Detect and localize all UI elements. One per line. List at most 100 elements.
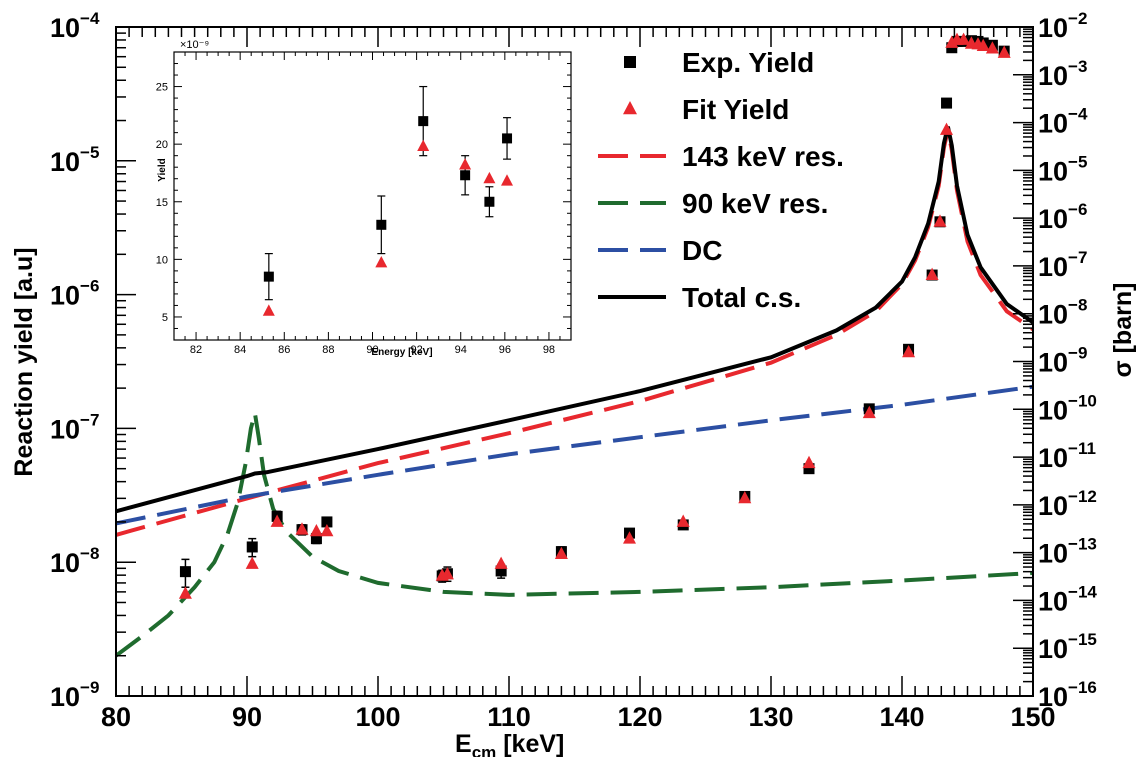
inset-x-tick-label: 84: [234, 344, 246, 356]
y2-tick-label-exp: −14: [1068, 582, 1097, 601]
y2-tick-label: 10−16: [1038, 678, 1097, 712]
series-line-dc: [115, 384, 1034, 526]
y2-tick-label-base: 10: [1038, 443, 1068, 473]
y2-tick-label: 10−11: [1038, 439, 1096, 473]
data-point-exp-yield: [941, 97, 953, 109]
y-tick-label: 10−4: [50, 9, 100, 43]
inset-x-tick-label: 86: [278, 344, 290, 356]
data-point-exp-yield: [321, 516, 333, 528]
inset-x-tick-label: 96: [499, 344, 511, 356]
y-tick-label-base: 10: [50, 147, 80, 177]
y2-tick-label-base: 10: [1038, 13, 1068, 43]
x-tick-label: 90: [232, 702, 262, 732]
x-tick-label: 140: [879, 702, 924, 732]
x-tick-label: 80: [101, 702, 131, 732]
inset-data-point-fit-yield: [262, 304, 275, 316]
inset-y-tick-label: 5: [162, 312, 168, 324]
data-point-fit-yield: [270, 514, 284, 527]
inset-x-tick-label: 94: [455, 344, 467, 356]
inset-x-tick-label: 98: [543, 344, 555, 356]
y2-tick-label: 10−3: [1038, 57, 1087, 91]
main-plot: 80 90 100 110 120 130 140 15010−910−810−710−610…: [10, 9, 1137, 757]
legend-entry-143-kev-res: 143 keV res.: [598, 141, 844, 172]
data-point-fit-yield: [676, 514, 690, 527]
inset-data-point-exp-yield: [484, 196, 495, 207]
inset-y-tick-label: 10: [156, 254, 168, 266]
y-tick-label-base: 10: [50, 13, 80, 43]
data-point-fit-yield: [554, 546, 568, 559]
y2-tick-label-base: 10: [1038, 395, 1068, 425]
y2-tick-label-exp: −9: [1068, 344, 1087, 363]
y-tick-label: 10−8: [50, 544, 99, 578]
inset-y-tick-label: 25: [156, 82, 168, 94]
y-tick-label-exp: −7: [80, 410, 99, 429]
y2-tick-label-exp: −13: [1068, 535, 1097, 554]
inset-data-point-exp-yield: [376, 219, 387, 230]
x-axis-title-main: E: [455, 730, 472, 757]
data-point-fit-yield: [940, 122, 953, 135]
x-tick-label: 120: [617, 702, 662, 732]
y-axis-title: Reaction yield [a.u]: [10, 247, 38, 476]
data-point-fit-yield: [985, 41, 999, 54]
y2-tick-label: 10−5: [1038, 152, 1087, 186]
y2-axis-title: σ [barn]: [1109, 283, 1137, 378]
series-line-90-kev-res: [114, 412, 1034, 658]
inset-x-tick-label: 82: [190, 344, 202, 356]
y2-tick-label: 10−15: [1038, 630, 1097, 664]
y-tick-label-exp: −6: [80, 277, 99, 296]
inset-frame-background: [174, 52, 571, 340]
x-tick-label: 110: [487, 702, 531, 732]
legend-entry-exp-yield: Exp. Yield: [624, 47, 814, 78]
main-ticklabels: 80 90 100 110 120 130 140 15010−910−810−710−610…: [50, 9, 1097, 732]
y2-tick-label: 10−7: [1038, 248, 1087, 282]
x-tick-label: 130: [748, 702, 793, 732]
inset-x-tick-label: 92: [410, 344, 422, 356]
data-point-exp-yield: [246, 541, 258, 553]
data-point-exp-yield: [179, 566, 191, 578]
data-point-fit-yield: [925, 267, 939, 280]
main-markers: [178, 32, 1011, 599]
y2-tick-label: 10−2: [1038, 9, 1087, 43]
y2-tick-label: 10−9: [1038, 344, 1087, 378]
data-point-fit-yield: [623, 531, 636, 544]
y-tick-label: 10−9: [50, 678, 99, 712]
data-point-exp-yield: [310, 533, 322, 545]
y2-tick-label-exp: −11: [1068, 439, 1096, 458]
inset-axes: [173, 51, 572, 341]
y2-tick-label: 10−14: [1038, 582, 1097, 616]
y2-tick-label-exp: −3: [1068, 57, 1087, 76]
inset-data-point-fit-yield: [483, 171, 496, 184]
y2-tick-label: 10−8: [1038, 296, 1087, 330]
y-tick-label-exp: −5: [80, 143, 99, 162]
y2-tick-label-exp: −5: [1068, 152, 1087, 171]
legend-marker-triangle: [623, 101, 637, 115]
inset-ticklabels: 82 84 86 88 90 92 94 96 98 5 10 15 20 25: [156, 82, 555, 356]
inset-data-point-exp-yield: [460, 170, 471, 181]
data-point-fit-yield: [902, 345, 916, 358]
y2-tick-label-exp: −16: [1068, 678, 1097, 697]
legend-label: Exp. Yield: [682, 47, 814, 78]
data-point-fit-yield: [976, 38, 990, 51]
inset-multiplier: ×10⁻⁹: [180, 39, 209, 51]
y2-tick-label-exp: −4: [1068, 105, 1088, 124]
legend: Exp. Yield Fit Yield 143 keV res. 90 keV re…: [598, 47, 844, 313]
y2-tick-label-base: 10: [1038, 682, 1068, 712]
y2-tick-label-base: 10: [1038, 300, 1068, 330]
legend-entry-dc: DC: [598, 235, 722, 266]
data-point-fit-yield: [738, 491, 752, 504]
x-tick-label: 150: [1010, 702, 1055, 732]
inset-data-point-exp-yield: [418, 116, 429, 127]
legend-marker-square: [624, 56, 636, 68]
x-axis-title-unit: [keV]: [496, 730, 564, 757]
y2-tick-label-exp: −7: [1068, 248, 1087, 267]
y-tick-label: 10−5: [50, 143, 99, 177]
y-tick-label-base: 10: [50, 414, 80, 444]
y-tick-label-base: 10: [50, 682, 80, 712]
legend-label: Fit Yield: [682, 94, 789, 125]
inset-data-point-exp-yield: [502, 133, 513, 144]
inset-y-tick-label: 15: [156, 197, 168, 209]
data-point-fit-yield: [862, 405, 876, 419]
inset-x-tick-label: 88: [322, 344, 334, 356]
main-curves: [114, 126, 1035, 658]
